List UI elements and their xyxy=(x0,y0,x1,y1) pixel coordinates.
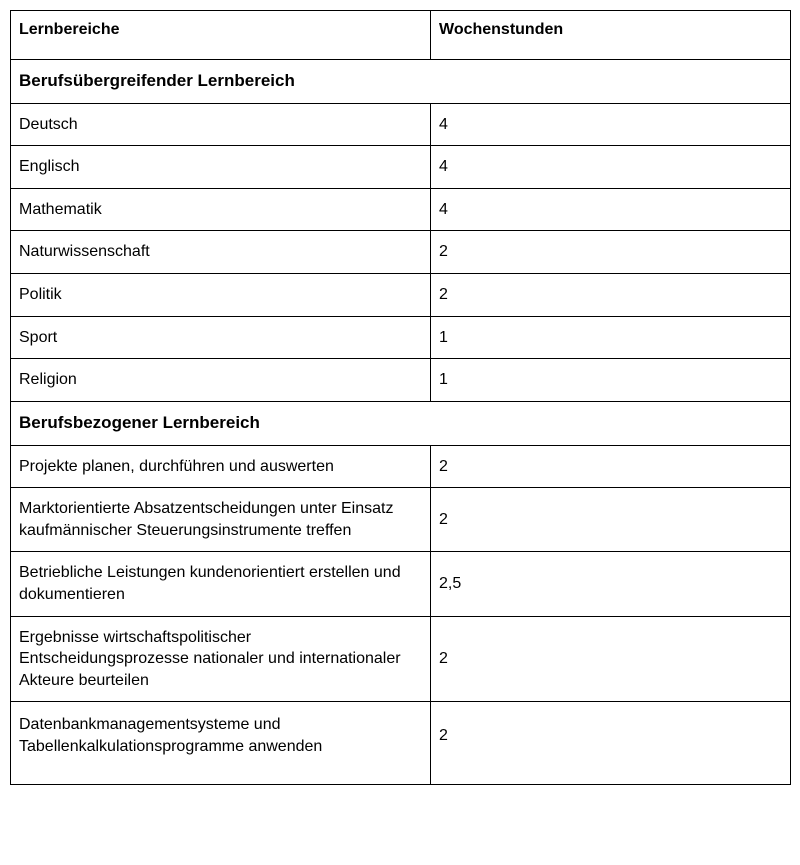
hours-cell: 4 xyxy=(431,146,791,189)
hours-cell: 1 xyxy=(431,316,791,359)
subject-cell: Englisch xyxy=(11,146,431,189)
subject-cell: Sport xyxy=(11,316,431,359)
subject-cell: Projekte planen, durchführen und auswert… xyxy=(11,445,431,488)
hours-cell: 4 xyxy=(431,103,791,146)
subject-cell: Deutsch xyxy=(11,103,431,146)
section-title: Berufsübergreifender Lernbereich xyxy=(11,59,791,103)
table-row: Religion 1 xyxy=(11,359,791,402)
section-row: Berufsbezogener Lernbereich xyxy=(11,401,791,445)
hours-cell: 2 xyxy=(431,231,791,274)
table-row: Sport 1 xyxy=(11,316,791,359)
table-row: Mathematik 4 xyxy=(11,188,791,231)
curriculum-table: Lernbereiche Wochenstunden Berufsübergre… xyxy=(10,10,791,785)
hours-cell: 2,5 xyxy=(431,552,791,616)
hours-cell: 2 xyxy=(431,616,791,702)
section-row: Berufsübergreifender Lernbereich xyxy=(11,59,791,103)
subject-cell: Datenbankmanagementsysteme und Tabellenk… xyxy=(11,702,431,784)
hours-cell: 2 xyxy=(431,702,791,784)
table-row: Deutsch 4 xyxy=(11,103,791,146)
table-row: Datenbankmanagementsysteme und Tabellenk… xyxy=(11,702,791,784)
subject-cell: Ergebnisse wirtschaftspolitischer Entsch… xyxy=(11,616,431,702)
section-title: Berufsbezogener Lernbereich xyxy=(11,401,791,445)
hours-cell: 2 xyxy=(431,445,791,488)
hours-cell: 1 xyxy=(431,359,791,402)
table-row: Englisch 4 xyxy=(11,146,791,189)
column-header-hours: Wochenstunden xyxy=(431,11,791,60)
hours-cell: 2 xyxy=(431,488,791,552)
table-row: Ergebnisse wirtschaftspolitischer Entsch… xyxy=(11,616,791,702)
table-row: Politik 2 xyxy=(11,273,791,316)
hours-cell: 4 xyxy=(431,188,791,231)
subject-cell: Naturwissenschaft xyxy=(11,231,431,274)
subject-cell: Marktorientierte Absatzentscheidungen un… xyxy=(11,488,431,552)
table-row: Projekte planen, durchführen und auswert… xyxy=(11,445,791,488)
table-row: Marktorientierte Absatzentscheidungen un… xyxy=(11,488,791,552)
hours-cell: 2 xyxy=(431,273,791,316)
subject-cell: Politik xyxy=(11,273,431,316)
subject-cell: Betriebliche Leistungen kundenorientiert… xyxy=(11,552,431,616)
column-header-subject: Lernbereiche xyxy=(11,11,431,60)
subject-cell: Mathematik xyxy=(11,188,431,231)
table-row: Betriebliche Leistungen kundenorientiert… xyxy=(11,552,791,616)
table-header-row: Lernbereiche Wochenstunden xyxy=(11,11,791,60)
subject-cell: Religion xyxy=(11,359,431,402)
table-row: Naturwissenschaft 2 xyxy=(11,231,791,274)
